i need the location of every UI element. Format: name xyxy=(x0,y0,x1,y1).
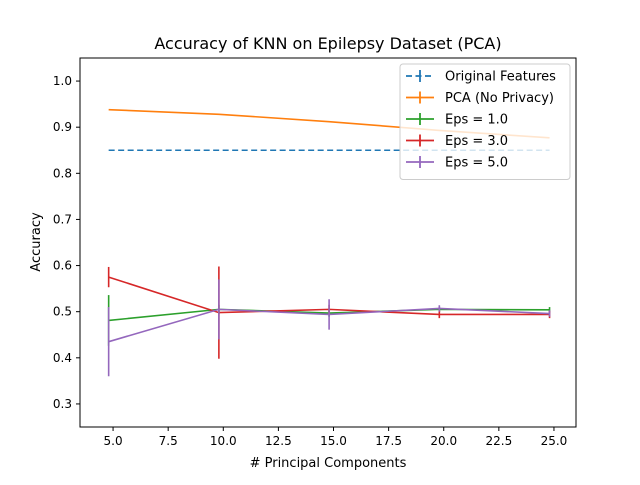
x-tick-label: 5.0 xyxy=(104,434,123,448)
legend: Original Features PCA (No Privacy) Eps = 1… xyxy=(399,63,571,180)
legend-item: Eps = 5.0 xyxy=(406,156,508,171)
y-tick-label: 1.0 xyxy=(53,74,72,88)
y-tick-label: 0.3 xyxy=(53,397,72,411)
legend-item: Eps = 1.0 xyxy=(406,113,508,128)
legend-label: PCA (No Privacy) xyxy=(445,91,554,106)
y-tick-label: 0.7 xyxy=(53,212,72,226)
chart-title: Accuracy of KNN on Epilepsy Dataset (PCA… xyxy=(154,34,501,53)
y-tick-label: 0.6 xyxy=(53,259,72,273)
y-tick-label: 0.5 xyxy=(53,305,72,319)
x-tick-label: 25.0 xyxy=(541,434,568,448)
series-5 xyxy=(107,279,551,377)
y-tick-label: 0.4 xyxy=(53,351,72,365)
x-tick-label: 22.5 xyxy=(485,434,512,448)
y-tick-label: 0.9 xyxy=(53,120,72,134)
y-tick-label: 0.8 xyxy=(53,166,72,180)
y-axis: 0.3 0.4 0.5 0.6 0.7 0.8 0.9 1.0 xyxy=(53,74,80,411)
y-axis-label: Accuracy xyxy=(29,212,44,272)
x-tick-label: 15.0 xyxy=(320,434,347,448)
legend-item: PCA (No Privacy) xyxy=(406,91,554,106)
legend-label: Eps = 1.0 xyxy=(445,113,508,128)
legend-label: Eps = 3.0 xyxy=(445,134,508,149)
x-axis-label: # Principal Components xyxy=(250,456,407,471)
legend-label: Original Features xyxy=(445,70,556,85)
x-tick-label: 20.0 xyxy=(430,434,457,448)
x-tick-label: 7.5 xyxy=(159,434,178,448)
legend-label: Eps = 5.0 xyxy=(445,156,508,171)
legend-item: Eps = 3.0 xyxy=(406,134,508,149)
x-axis: 5.0 7.5 10.0 12.5 15.0 17.5 20.0 22.5 25.0 xyxy=(104,427,568,448)
legend-item: Original Features xyxy=(406,70,556,85)
legend-box xyxy=(399,63,571,180)
axes-frame xyxy=(79,57,577,428)
x-tick-label: 10.0 xyxy=(210,434,237,448)
x-tick-label: 12.5 xyxy=(265,434,292,448)
x-tick-label: 17.5 xyxy=(375,434,402,448)
